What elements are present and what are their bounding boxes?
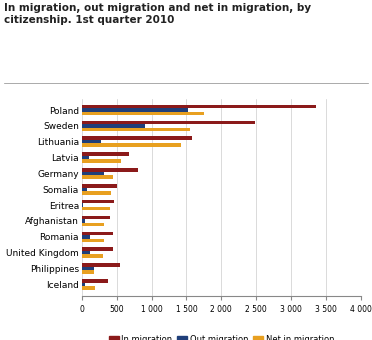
Bar: [82, 108, 188, 112]
Bar: [82, 112, 204, 115]
Bar: [82, 216, 110, 219]
Bar: [82, 203, 83, 207]
Bar: [82, 159, 121, 163]
Bar: [82, 200, 114, 203]
Bar: [82, 239, 104, 242]
Bar: [82, 235, 90, 239]
Legend: In migration, Out migration, Net in migration: In migration, Out migration, Net in migr…: [105, 332, 337, 340]
Bar: [82, 136, 192, 140]
Bar: [82, 223, 104, 226]
Bar: [82, 188, 87, 191]
Bar: [82, 156, 89, 159]
Bar: [82, 207, 110, 210]
Bar: [82, 124, 145, 128]
Bar: [82, 286, 95, 290]
Bar: [82, 143, 181, 147]
Bar: [82, 270, 94, 274]
Bar: [82, 140, 101, 143]
Bar: [82, 105, 315, 108]
Bar: [82, 184, 118, 188]
Bar: [82, 152, 129, 156]
Bar: [82, 251, 90, 254]
Bar: [82, 283, 85, 286]
Bar: [82, 232, 113, 235]
Bar: [82, 168, 138, 172]
Text: In migration, out migration and net in migration, by
citizenship. 1st quarter 20: In migration, out migration and net in m…: [4, 3, 311, 25]
Bar: [82, 121, 255, 124]
Bar: [82, 175, 113, 178]
Bar: [82, 172, 104, 175]
Bar: [82, 248, 113, 251]
Bar: [82, 191, 111, 194]
Bar: [82, 254, 103, 258]
Bar: [82, 219, 85, 223]
Bar: [82, 279, 108, 283]
Bar: [82, 267, 94, 270]
Bar: [82, 128, 190, 131]
Bar: [82, 263, 119, 267]
